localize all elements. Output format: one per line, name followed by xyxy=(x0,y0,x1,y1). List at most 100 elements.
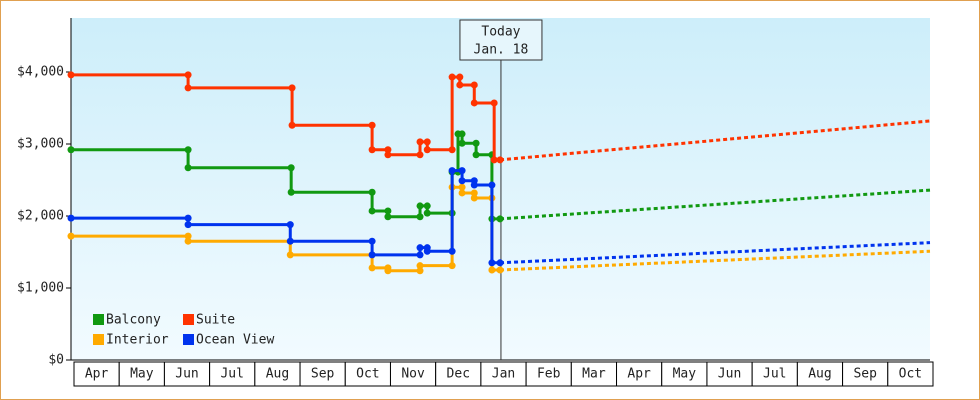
point xyxy=(423,247,431,255)
point xyxy=(416,151,424,159)
x-tick-cell xyxy=(751,361,798,387)
point xyxy=(458,130,466,138)
point xyxy=(384,151,392,159)
x-tick-label: May xyxy=(130,367,154,382)
x-tick-label: Sep xyxy=(853,367,877,382)
point xyxy=(416,251,424,259)
x-tick-label: May xyxy=(673,367,697,382)
point xyxy=(423,209,431,217)
point xyxy=(67,71,75,79)
point xyxy=(416,267,424,275)
point xyxy=(423,138,431,146)
today-label: Today xyxy=(481,25,520,40)
forecast-line xyxy=(499,249,931,272)
point xyxy=(184,84,192,92)
x-tick-cell xyxy=(706,361,753,387)
point xyxy=(496,266,504,274)
point xyxy=(458,183,466,191)
legend-swatch xyxy=(93,314,104,325)
forecast-line xyxy=(499,188,931,221)
point xyxy=(488,266,496,274)
point xyxy=(416,138,424,146)
point xyxy=(472,139,480,147)
x-tick-cell xyxy=(344,361,391,387)
legend-label: Interior xyxy=(106,333,169,348)
point xyxy=(416,262,424,270)
x-tick-cell xyxy=(435,361,482,387)
x-tick-cell xyxy=(661,361,708,387)
point xyxy=(286,237,294,245)
point xyxy=(496,156,504,164)
point xyxy=(67,146,75,154)
point xyxy=(184,146,192,154)
y-tick-label: $3,000 xyxy=(17,137,64,152)
legend-swatch xyxy=(183,314,194,325)
x-tick-label: Apr xyxy=(85,367,109,382)
point xyxy=(184,232,192,240)
x-tick-label: Aug xyxy=(266,367,289,382)
point xyxy=(287,188,295,196)
x-tick-cell xyxy=(299,361,346,387)
x-tick-label: Jul xyxy=(220,367,243,382)
x-tick-label: Oct xyxy=(356,367,379,382)
point xyxy=(384,146,392,154)
point xyxy=(368,264,376,272)
x-tick-cell xyxy=(887,361,934,387)
point xyxy=(496,259,504,267)
x-tick-cell xyxy=(118,361,165,387)
point xyxy=(470,194,478,202)
x-tick-cell xyxy=(163,361,211,387)
point xyxy=(368,251,376,259)
x-tick-label: Jun xyxy=(175,367,198,382)
point xyxy=(458,139,466,147)
point xyxy=(384,207,392,215)
point xyxy=(184,71,192,79)
legend-swatch xyxy=(93,334,104,345)
point xyxy=(416,244,424,252)
x-tick-label: Mar xyxy=(582,367,606,382)
point xyxy=(458,189,466,197)
point xyxy=(288,84,296,92)
point xyxy=(423,146,431,154)
point xyxy=(184,214,192,222)
x-tick-label: Oct xyxy=(899,367,922,382)
point xyxy=(288,121,296,129)
x-tick-cell xyxy=(73,361,120,387)
point xyxy=(448,73,456,81)
today-date: Jan. 18 xyxy=(474,43,529,58)
point xyxy=(448,247,456,255)
y-tick-label: $0 xyxy=(48,353,64,368)
point xyxy=(416,202,424,210)
x-tick-label: Aug xyxy=(808,367,831,382)
series-line xyxy=(71,73,501,162)
x-tick-label: Dec xyxy=(447,367,470,382)
point xyxy=(496,215,504,223)
x-tick-cell xyxy=(616,361,663,387)
x-tick-cell xyxy=(796,361,844,387)
point xyxy=(368,237,376,245)
point xyxy=(456,73,464,81)
point xyxy=(488,259,496,267)
point xyxy=(286,251,294,259)
point xyxy=(384,267,392,275)
point xyxy=(448,167,456,175)
point xyxy=(368,121,376,129)
point xyxy=(470,81,478,89)
point xyxy=(470,189,478,197)
forecast-line xyxy=(499,119,931,162)
x-tick-label: Sep xyxy=(311,367,335,382)
x-tick-label: Jun xyxy=(718,367,741,382)
point xyxy=(368,207,376,215)
x-tick-cell xyxy=(842,361,889,387)
today-box xyxy=(459,19,543,61)
point xyxy=(184,164,192,172)
y-tick-label: $4,000 xyxy=(17,65,64,80)
point xyxy=(184,237,192,245)
y-tick-label: $2,000 xyxy=(17,209,64,224)
forecast-line xyxy=(499,241,931,265)
x-tick-label: Jan xyxy=(492,367,515,382)
point xyxy=(67,232,75,240)
x-tick-label: Apr xyxy=(627,367,651,382)
point xyxy=(448,146,456,154)
